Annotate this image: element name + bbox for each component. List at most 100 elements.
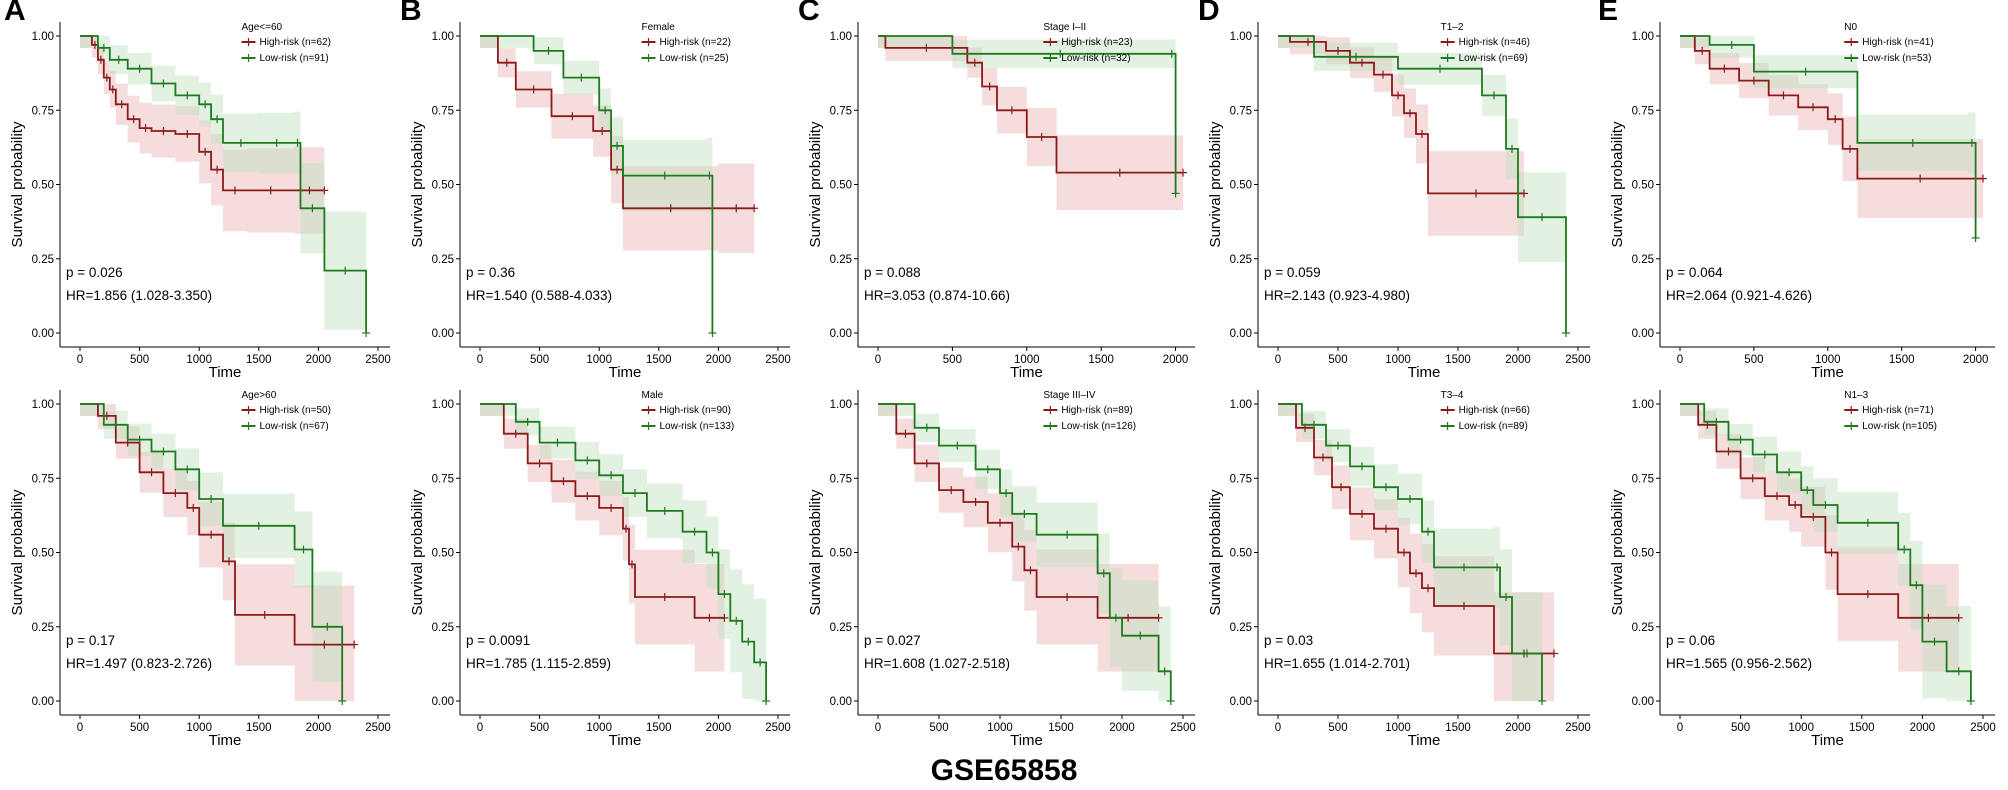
p-value: p = 0.03	[1264, 633, 1313, 648]
y-tick-label: 0.00	[432, 696, 454, 708]
y-tick-label: 1.00	[1632, 31, 1654, 43]
hazard-ratio: HR=1.565 (0.956-2.562)	[1666, 656, 1812, 671]
p-value: p = 0.027	[864, 633, 921, 648]
x-tick-label: 2000	[1963, 354, 1989, 366]
panel-letter: B	[400, 0, 422, 27]
x-tick-label: 2500	[1970, 722, 1996, 734]
x-tick-label: 2500	[1565, 354, 1591, 366]
high-risk-curve	[80, 403, 355, 646]
low-risk-curve	[80, 403, 344, 701]
legend-title: Age<=60	[242, 22, 283, 33]
legend-entry: Low-risk (n=32)	[1061, 53, 1130, 64]
hazard-ratio: HR=1.540 (0.588-4.033)	[466, 288, 612, 303]
legend-entry: High-risk (n=90)	[660, 405, 731, 416]
y-tick-label: 0.25	[1230, 622, 1252, 634]
high-risk-ci-band	[878, 404, 1159, 675]
y-axis-label: Survival probability	[9, 489, 26, 615]
p-value: p = 0.026	[66, 265, 123, 280]
legend-entry: High-risk (n=23)	[1061, 37, 1132, 48]
low-risk-ci-band	[1278, 404, 1542, 701]
x-tick-label: 1500	[646, 722, 672, 734]
km-panel: B 0 500 1000 1500 2000 2500 0.00 0.25 0.50 0.75 1.0…	[400, 0, 791, 381]
y-tick-label: 0.25	[432, 254, 454, 266]
x-tick-label: 1000	[1385, 354, 1411, 366]
hazard-ratio: HR=1.497 (0.823-2.726)	[66, 656, 212, 671]
x-tick-label: 2000	[1505, 354, 1531, 366]
hazard-ratio: HR=1.856 (1.028-3.350)	[66, 288, 212, 303]
y-tick-label: 1.00	[830, 31, 852, 43]
y-tick-label: 0.25	[1230, 254, 1252, 266]
km-panel: 0 500 1000 1500 2000 2500 0.00 0.25 0.50 0.75 1.00…	[409, 390, 791, 749]
x-tick-label: 500	[130, 722, 149, 734]
x-tick-label: 2500	[1565, 722, 1591, 734]
y-tick-label: 0.50	[830, 180, 852, 192]
y-axis-label: Survival probability	[807, 121, 824, 247]
legend-title: Female	[642, 22, 676, 33]
y-tick-label: 1.00	[830, 399, 852, 411]
x-tick-label: 1500	[1088, 354, 1114, 366]
x-tick-label: 1500	[1048, 722, 1074, 734]
x-tick-label: 500	[530, 722, 549, 734]
legend-entry: Low-risk (n=133)	[660, 421, 735, 432]
legend-entry: Low-risk (n=53)	[1862, 53, 1931, 64]
y-tick-label: 0.50	[1230, 548, 1252, 560]
high-risk-ci-band	[1680, 36, 1983, 220]
km-panel: A 0 500 1000 1500 2000 2500 0.00 0.25 0.50 0.75 1.0…	[4, 0, 391, 381]
y-tick-label: 0.75	[1632, 105, 1654, 117]
p-value: p = 0.06	[1666, 633, 1715, 648]
legend-title: Stage III–IV	[1043, 390, 1096, 401]
x-tick-label: 1500	[246, 354, 272, 366]
y-tick-label: 0.75	[1230, 473, 1252, 485]
x-tick-label: 2000	[1109, 722, 1135, 734]
y-tick-label: 0.50	[1632, 180, 1654, 192]
legend-title: Age>60	[242, 390, 277, 401]
y-tick-label: 0.75	[32, 473, 54, 485]
y-tick-label: 0.25	[830, 254, 852, 266]
x-axis-label: Time	[209, 732, 242, 749]
y-axis-label: Survival probability	[409, 121, 426, 247]
y-axis-label: Survival probability	[1609, 489, 1626, 615]
y-tick-label: 0.00	[830, 328, 852, 340]
y-tick-label: 0.50	[432, 548, 454, 560]
y-tick-label: 0.00	[432, 328, 454, 340]
y-tick-label: 0.00	[1230, 696, 1252, 708]
low-risk-ci-band	[80, 36, 367, 333]
y-tick-label: 0.75	[432, 105, 454, 117]
x-tick-label: 1000	[1815, 354, 1841, 366]
high-risk-curve	[1680, 403, 1959, 619]
p-value: p = 0.088	[864, 265, 921, 280]
y-tick-label: 0.00	[830, 696, 852, 708]
hazard-ratio: HR=1.608 (1.027-2.518)	[864, 656, 1010, 671]
low-risk-ci-band	[878, 36, 1176, 235]
high-risk-ci-band	[480, 404, 725, 675]
x-tick-label: 2000	[1910, 722, 1936, 734]
x-tick-label: 2500	[1170, 722, 1196, 734]
y-tick-label: 0.50	[432, 180, 454, 192]
panel-letter: E	[1598, 0, 1618, 27]
p-value: p = 0.36	[466, 265, 515, 280]
y-tick-label: 1.00	[432, 31, 454, 43]
low-risk-curve	[1278, 35, 1567, 333]
panel-letter: C	[798, 0, 820, 27]
x-tick-label: 1500	[1445, 354, 1471, 366]
legend-title: N1–3	[1844, 390, 1868, 401]
x-tick-label: 2500	[365, 354, 391, 366]
km-panel: C 0 500 1000 1500 2000 0.00 0.25 0.50 0.75 1.00 Tim…	[798, 0, 1195, 381]
x-tick-label: 500	[1731, 722, 1750, 734]
legend-entry: High-risk (n=62)	[260, 37, 331, 48]
legend-entry: High-risk (n=89)	[1061, 405, 1132, 416]
low-risk-curve	[80, 35, 367, 333]
x-tick-label: 500	[130, 354, 149, 366]
legend-entry: Low-risk (n=91)	[260, 53, 329, 64]
x-tick-label: 2000	[306, 354, 332, 366]
x-tick-label: 1000	[586, 722, 612, 734]
hazard-ratio: HR=2.064 (0.921-4.626)	[1666, 288, 1812, 303]
x-tick-label: 2000	[306, 722, 332, 734]
x-tick-label: 500	[530, 354, 549, 366]
high-risk-curve	[878, 403, 1159, 619]
km-panel: E 0 500 1000 1500 2000 0.00 0.25 0.50 0.75 1.00 Tim…	[1598, 0, 1995, 381]
p-value: p = 0.0091	[466, 633, 530, 648]
km-panel: 0 500 1000 1500 2000 2500 0.00 0.25 0.50 0.75 1.00…	[9, 390, 391, 749]
x-tick-label: 0	[77, 722, 83, 734]
x-axis-label: Time	[609, 732, 642, 749]
